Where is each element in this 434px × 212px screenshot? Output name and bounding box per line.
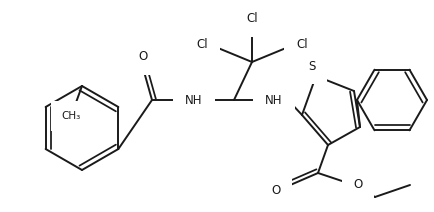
Text: NH: NH [185, 93, 203, 106]
Text: S: S [308, 60, 316, 73]
Text: O: O [353, 179, 363, 191]
Text: NH: NH [265, 93, 283, 106]
Text: Cl: Cl [246, 13, 258, 25]
Text: CH₃: CH₃ [61, 111, 81, 121]
Text: Cl: Cl [196, 38, 208, 50]
Text: O: O [138, 50, 148, 64]
Text: O: O [271, 184, 281, 197]
Text: Cl: Cl [296, 38, 308, 50]
